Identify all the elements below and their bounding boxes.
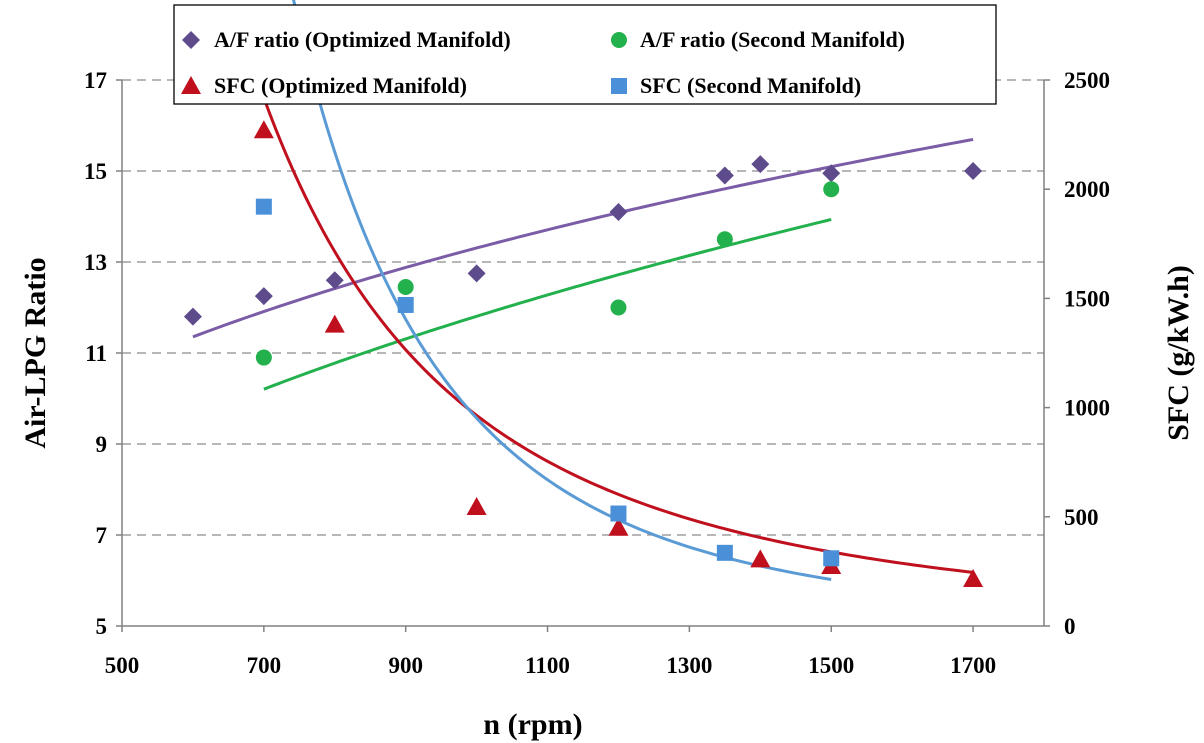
x-tick-label: 700 [247,653,282,678]
x-tick-label: 1500 [808,653,854,678]
data-point-series-1 [467,264,486,283]
data-point-series-3 [608,517,629,536]
data-point-series-1 [751,155,770,174]
data-point-series-1 [822,164,841,183]
data-point-series-2 [255,349,272,366]
legend-marker-series-1 [182,31,200,49]
left-y-tick-label: 13 [84,250,107,275]
left-y-axis-title: Air-LPG Ratio [19,257,52,448]
trendline-series-3 [262,97,974,574]
right-y-tick-label: 500 [1064,505,1099,530]
data-point-series-3 [963,569,984,588]
data-point-series-1 [964,162,983,180]
left-y-tick-label: 7 [96,523,108,548]
data-point-series-2 [397,279,414,296]
legend-label-series-3: SFC (Optimized Manifold) [214,73,467,98]
right-y-tick-label: 1000 [1064,396,1110,421]
right-y-tick-label: 0 [1064,614,1076,639]
right-y-tick-label: 2500 [1064,68,1110,93]
data-point-series-1 [325,271,344,290]
data-point-series-1 [609,202,628,221]
left-y-tick-label: 15 [84,159,107,184]
trendlines [192,0,974,581]
legend-box [173,4,997,105]
data-point-series-3 [253,120,274,139]
x-tick-label: 1700 [950,653,996,678]
legend-label-series-4: SFC (Second Manifold) [640,73,861,98]
data-point-series-2 [716,231,733,248]
trendline-series-2 [263,218,832,391]
data-point-series-4 [610,505,627,522]
data-point-series-4 [397,296,414,313]
data-point-series-3 [466,496,487,515]
x-tick-label: 900 [388,653,423,678]
data-point-series-4 [255,198,272,215]
data-point-series-4 [716,544,733,561]
right-y-axis-title: SFC (g/kW.h) [1162,265,1195,441]
left-y-tick-label: 9 [96,432,108,457]
trendline-series-4 [292,0,832,581]
gridlines [122,79,1044,536]
x-tick-label: 500 [105,653,140,678]
data-point-series-1 [183,307,202,326]
left-y-tick-label: 17 [84,68,107,93]
x-tick-label: 1100 [525,653,570,678]
legend-marker-series-4 [611,78,627,94]
legend: A/F ratio (Optimized Manifold) A/F ratio … [173,4,997,105]
right-y-tick-label: 2000 [1064,177,1110,202]
tick-labels: 5 7 9 11 13 15 17 0 500 1000 1500 2000 2500 500 700 900… [84,68,1110,678]
data-point-series-2 [823,181,840,198]
data-points [183,120,984,588]
left-y-tick-label: 5 [96,614,108,639]
data-point-series-3 [750,549,771,568]
left-y-tick-label: 11 [85,341,107,366]
right-y-tick-label: 1500 [1064,286,1110,311]
trendline-series-1 [192,137,974,339]
data-point-series-3 [324,314,345,333]
legend-marker-series-2 [611,32,627,48]
data-point-series-2 [610,299,627,316]
legend-label-series-1: A/F ratio (Optimized Manifold) [214,27,511,52]
legend-label-series-2: A/F ratio (Second Manifold) [640,27,905,52]
legend-marker-series-3 [181,76,201,94]
x-tick-label: 1300 [666,653,712,678]
data-point-series-4 [823,550,840,567]
x-axis-title: n (rpm) [483,708,582,741]
data-point-series-1 [715,166,734,185]
data-point-series-1 [254,287,273,306]
